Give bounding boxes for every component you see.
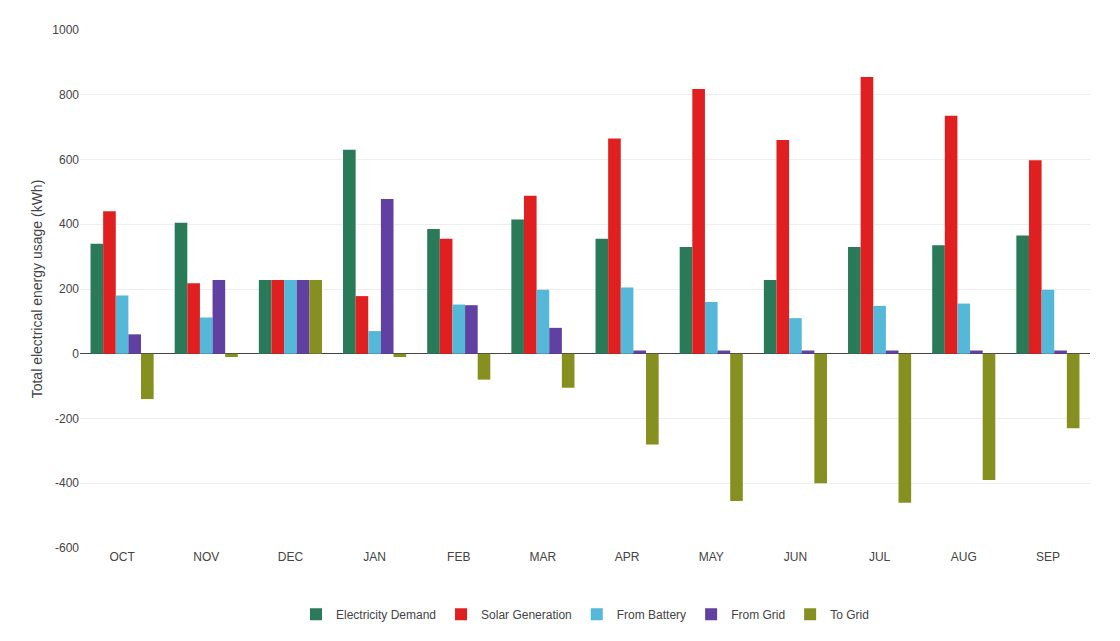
svg-text:200: 200 — [59, 282, 79, 296]
svg-text:JUL: JUL — [869, 550, 891, 564]
svg-text:800: 800 — [59, 88, 79, 102]
svg-text:MAR: MAR — [530, 550, 557, 564]
svg-text:From Grid: From Grid — [731, 608, 785, 622]
svg-text:Total electrical energy usage: Total electrical energy usage (kWh) — [29, 180, 45, 399]
svg-text:SEP: SEP — [1036, 550, 1060, 564]
svg-text:0: 0 — [72, 347, 79, 361]
svg-text:-200: -200 — [55, 412, 79, 426]
svg-text:MAY: MAY — [699, 550, 724, 564]
svg-text:JUN: JUN — [784, 550, 807, 564]
svg-text:FEB: FEB — [447, 550, 470, 564]
svg-text:1000: 1000 — [52, 23, 79, 37]
svg-text:400: 400 — [59, 217, 79, 231]
svg-text:OCT: OCT — [109, 550, 135, 564]
svg-text:Solar Generation: Solar Generation — [481, 608, 572, 622]
svg-text:To Grid: To Grid — [830, 608, 869, 622]
svg-text:DEC: DEC — [278, 550, 304, 564]
svg-text:From Battery: From Battery — [617, 608, 686, 622]
svg-text:NOV: NOV — [193, 550, 219, 564]
svg-text:-600: -600 — [55, 541, 79, 555]
svg-text:Electricity Demand: Electricity Demand — [336, 608, 436, 622]
svg-text:APR: APR — [615, 550, 640, 564]
svg-text:AUG: AUG — [951, 550, 977, 564]
svg-text:-400: -400 — [55, 476, 79, 490]
svg-text:600: 600 — [59, 153, 79, 167]
svg-text:JAN: JAN — [363, 550, 386, 564]
